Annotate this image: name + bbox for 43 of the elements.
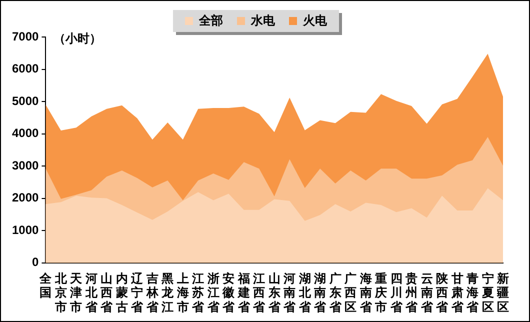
y-tick-label: 0: [32, 255, 40, 270]
x-tick-label: 黑龙江: [160, 271, 175, 314]
legend-label: 全部: [198, 13, 223, 28]
y-tick-label: 2000: [12, 190, 40, 205]
x-tick-label: 山东省: [267, 271, 282, 314]
x-tick-label: 广西区: [344, 271, 357, 314]
y-axis-title: （小时）: [54, 31, 102, 46]
x-tick-label: 上海市: [176, 271, 189, 314]
x-tick-label: 湖北省: [298, 271, 312, 314]
x-tick-label: 广东省: [328, 271, 342, 314]
y-tick-label: 4000: [12, 126, 40, 140]
y-tick-label: 3000: [12, 158, 40, 172]
x-tick-label: 北京市: [54, 271, 68, 314]
x-tick-label: 河北省: [84, 271, 98, 314]
x-tick-label: 全国: [38, 271, 53, 300]
x-tick-label: 重庆市: [374, 271, 388, 314]
x-tick-label: 海南省: [358, 271, 373, 314]
x-tick-label: 河南省: [282, 271, 297, 314]
y-tick-label: 7000: [12, 29, 40, 44]
x-tick-label: 内蒙古: [114, 271, 128, 314]
x-tick-label: 浙江省: [206, 271, 220, 314]
x-tick-label: 江苏省: [191, 271, 206, 314]
x-tick-label: 云南省: [420, 271, 434, 314]
x-tick-label: 吉林省: [145, 271, 160, 314]
y-tick-label: 5000: [12, 94, 40, 108]
x-tick-label: 青海省: [466, 271, 480, 314]
x-tick-label: 江西省: [252, 271, 266, 314]
legend-label: 火电: [302, 13, 328, 28]
x-tick-label: 福建省: [236, 271, 251, 314]
x-tick-label: 陕西省: [435, 271, 450, 314]
x-tick-label: 湖南省: [313, 271, 328, 314]
x-tick-label: 天津市: [69, 271, 84, 314]
y-tick-label: 1000: [12, 222, 40, 237]
y-tick-label: 6000: [12, 62, 40, 76]
x-tick-label: 四川省: [389, 271, 404, 314]
x-tick-label: 宁夏区: [480, 271, 494, 314]
x-tick-label: 安徽省: [222, 271, 236, 314]
x-tick-label: 新疆区: [496, 271, 509, 314]
x-tick-label: 山西省: [100, 271, 114, 314]
x-tick-label: 甘肃省: [450, 271, 464, 314]
x-tick-label: 贵州省: [404, 271, 419, 314]
legend-label: 水电: [250, 13, 276, 28]
x-tick-label: 辽宁省: [130, 271, 144, 314]
